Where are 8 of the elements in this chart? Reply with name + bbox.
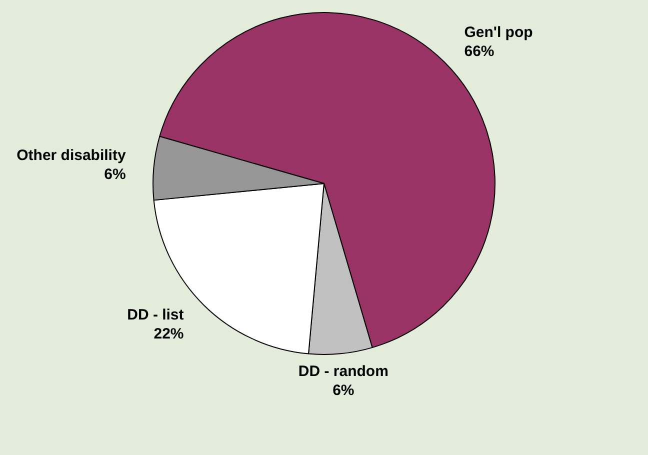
data-label: 6% xyxy=(104,166,126,184)
slice-label: DD - random xyxy=(298,363,388,380)
slice-label: Gen'l pop xyxy=(464,24,533,41)
slice-label: Other disability xyxy=(16,147,126,164)
data-label: 6% xyxy=(332,382,354,400)
data-label: 66% xyxy=(464,42,494,60)
slice-label: DD - list xyxy=(127,306,184,324)
data-label: 22% xyxy=(154,325,184,342)
